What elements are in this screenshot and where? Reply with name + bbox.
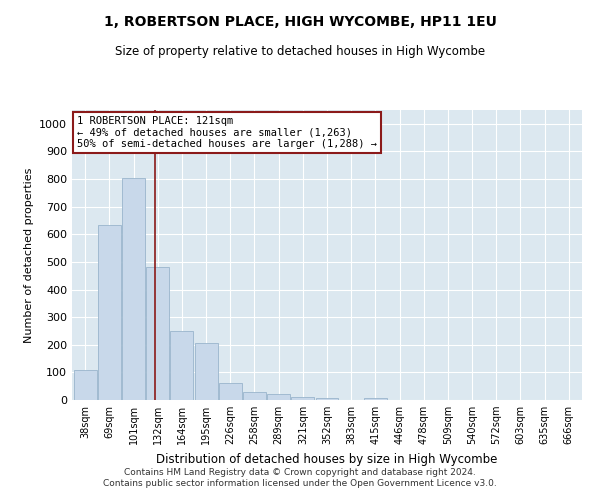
X-axis label: Distribution of detached houses by size in High Wycombe: Distribution of detached houses by size … [157,452,497,466]
Bar [292,396,314,400]
Text: Contains HM Land Registry data © Crown copyright and database right 2024.
Contai: Contains HM Land Registry data © Crown c… [103,468,497,487]
Bar [122,178,145,400]
Bar [243,392,266,400]
Bar [146,268,169,400]
Bar [316,398,338,400]
Text: 1, ROBERTSON PLACE, HIGH WYCOMBE, HP11 1EU: 1, ROBERTSON PLACE, HIGH WYCOMBE, HP11 1… [104,15,496,29]
Bar [267,394,290,400]
Y-axis label: Number of detached properties: Number of detached properties [23,168,34,342]
Bar [219,382,242,400]
Bar [98,224,121,400]
Text: Size of property relative to detached houses in High Wycombe: Size of property relative to detached ho… [115,45,485,58]
Text: 1 ROBERTSON PLACE: 121sqm
← 49% of detached houses are smaller (1,263)
50% of se: 1 ROBERTSON PLACE: 121sqm ← 49% of detac… [77,116,377,149]
Bar [364,398,387,400]
Bar [194,342,218,400]
Bar [170,331,193,400]
Bar [74,370,97,400]
